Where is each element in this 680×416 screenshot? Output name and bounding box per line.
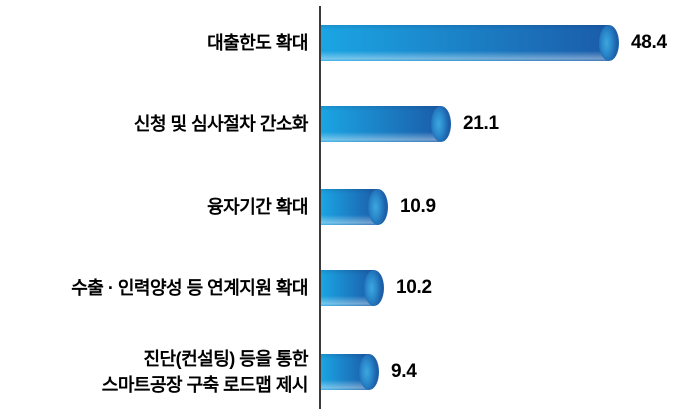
- category-label: 수출 · 인력양성 등 연계지원 확대: [71, 277, 308, 298]
- chart-row: 융자기간 확대 10.9: [0, 189, 680, 225]
- bar-body: [321, 106, 441, 142]
- bar-cap: [364, 270, 384, 306]
- chart-row: 신청 및 심사절차 간소화 21.1: [0, 106, 680, 142]
- category-label: 융자기간 확대: [207, 196, 308, 217]
- value-label: 9.4: [391, 361, 417, 382]
- category-label: 진단(컨설팅) 등을 통한 스마트공장 구축 로드맵 제시: [101, 348, 309, 395]
- bar-cap: [359, 354, 379, 390]
- chart-row: 진단(컨설팅) 등을 통한 스마트공장 구축 로드맵 제시 9.4: [0, 348, 680, 395]
- value-label: 10.2: [396, 277, 432, 298]
- category-label: 신청 및 심사절차 간소화: [133, 113, 309, 134]
- bar: [321, 189, 388, 225]
- bar-body: [321, 189, 378, 225]
- bar-body: [321, 25, 609, 61]
- bar-cap: [368, 189, 388, 225]
- y-axis-line: [319, 6, 321, 409]
- value-label: 10.9: [400, 196, 436, 217]
- bar: [321, 106, 451, 142]
- value-label: 21.1: [463, 113, 499, 134]
- bar: [321, 270, 384, 306]
- chart-row: 수출 · 인력양성 등 연계지원 확대 10.2: [0, 270, 680, 306]
- bar-cap: [599, 25, 619, 61]
- bar-cap: [431, 106, 451, 142]
- category-label: 대출한도 확대: [207, 32, 308, 53]
- value-label: 48.4: [631, 32, 667, 53]
- bar: [321, 25, 619, 61]
- chart-row: 대출한도 확대 48.4: [0, 25, 680, 61]
- bar: [321, 354, 379, 390]
